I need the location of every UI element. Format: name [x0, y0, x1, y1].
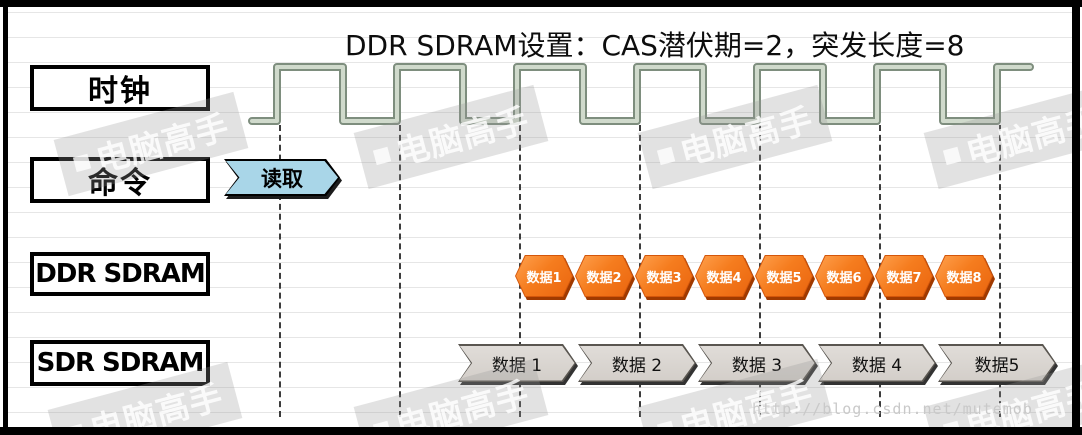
sdr-data-1-label: 数据 1	[459, 345, 575, 381]
ddr-data-6: 数据6	[815, 255, 873, 297]
stamp-logo	[72, 153, 91, 172]
sdr-data-3: 数据 3	[698, 344, 816, 382]
ddr-row-label-text: DDR SDRAM	[35, 259, 206, 289]
clock-edge-guide-line	[399, 125, 401, 417]
sdr-data-4: 数据 4	[818, 344, 936, 382]
frame-left	[3, 0, 8, 435]
sdr-data-1: 数据 1	[458, 344, 576, 382]
frame-right	[1072, 0, 1080, 435]
ddr-data-3-label: 数据3	[636, 256, 692, 296]
ddr-data-1-label: 数据1	[516, 256, 572, 296]
read-command-label: 读取	[226, 161, 338, 194]
ddr-data-7-label: 数据7	[876, 256, 932, 296]
ddr-data-5-label: 数据5	[756, 256, 812, 296]
ddr-data-6-label: 数据6	[816, 256, 872, 296]
ddr-data-7: 数据7	[875, 255, 933, 297]
frame-bottom	[0, 427, 1082, 435]
clock-edge-guide-line	[999, 125, 1001, 417]
ddr-data-8: 数据8	[935, 255, 993, 297]
ddr-row-label: DDR SDRAM	[30, 252, 210, 296]
ddr-data-5: 数据5	[755, 255, 813, 297]
ddr-data-4: 数据4	[695, 255, 753, 297]
url-watermark: http://blog.csdn.net/mutemob	[752, 400, 1033, 418]
command-row-label: 命令	[30, 157, 210, 203]
stamp-logo	[372, 146, 391, 165]
clock-row-label: 时钟	[30, 65, 210, 111]
sdr-data-5: 数据5	[938, 344, 1056, 382]
stamp-logo	[942, 146, 961, 165]
sdr-data-5-label: 数据5	[939, 345, 1055, 381]
clock-waveform-fill	[250, 65, 1032, 123]
sdr-data-2-label: 数据 2	[579, 345, 695, 381]
sdr-data-3-label: 数据 3	[699, 345, 815, 381]
diagram-title: DDR SDRAM设置：CAS潜伏期=2，突发长度=8	[345, 29, 965, 62]
ddr-data-2: 数据2	[575, 255, 633, 297]
sdr-data-2: 数据 2	[578, 344, 696, 382]
command-row-label-text: 命令	[88, 166, 152, 201]
ddr-data-8-label: 数据8	[936, 256, 992, 296]
read-command-shape: 读取	[224, 159, 340, 196]
clock-row-label-text: 时钟	[88, 74, 152, 109]
sdr-data-4-label: 数据 4	[819, 345, 935, 381]
sdr-row-label: SDR SDRAM	[30, 340, 210, 386]
sdr-row-label-text: SDR SDRAM	[36, 348, 205, 378]
ddr-data-1: 数据1	[515, 255, 573, 297]
frame-top	[0, 0, 1082, 7]
ddr-data-2-label: 数据2	[576, 256, 632, 296]
stamp-logo	[656, 146, 675, 165]
clock-edge-guide-line	[279, 125, 281, 417]
clock-waveform-outline	[248, 63, 1034, 125]
ddr-data-4-label: 数据4	[696, 256, 752, 296]
ddr-data-3: 数据3	[635, 255, 693, 297]
